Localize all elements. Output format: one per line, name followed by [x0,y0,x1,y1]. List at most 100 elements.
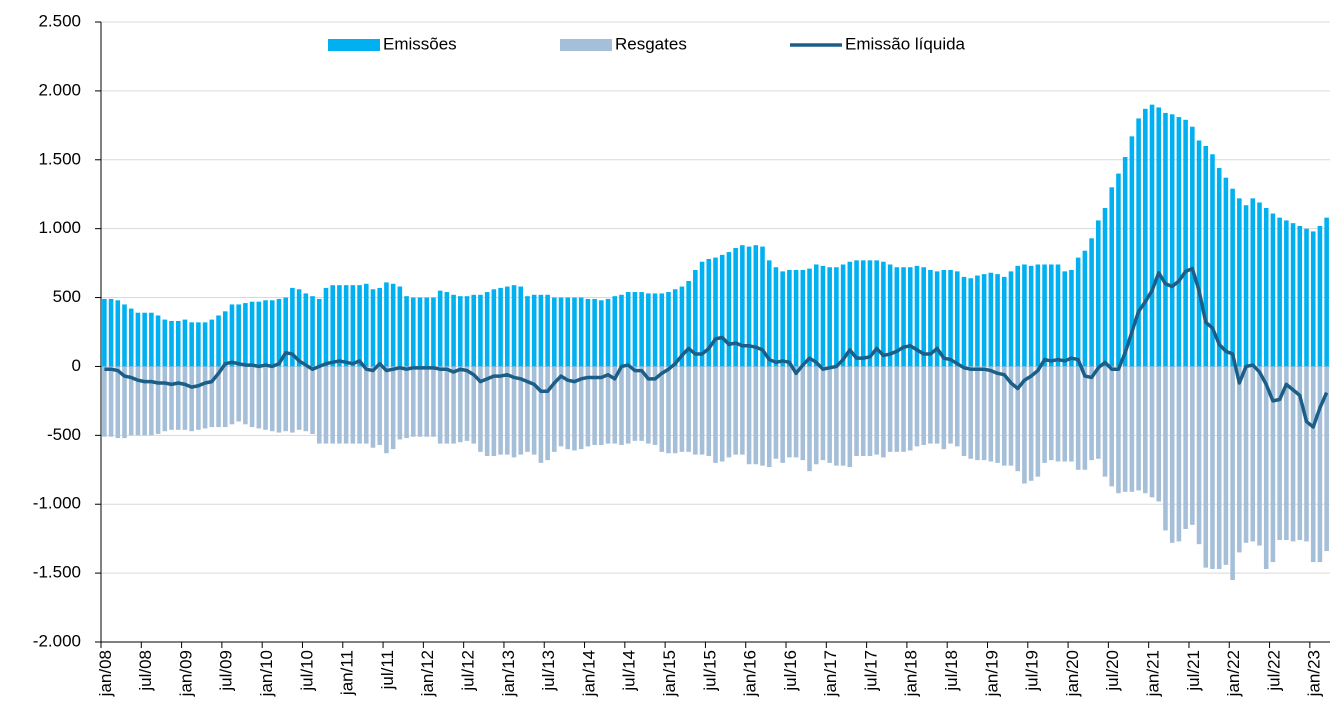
bar [1075,257,1081,367]
y-tick-label: 500 [53,287,81,306]
bar [1277,366,1282,541]
bar [451,294,456,367]
bar [357,285,362,367]
bar [1055,366,1061,462]
bar [458,296,463,367]
bar [1310,366,1316,563]
bar [867,260,873,367]
bar [719,366,725,462]
bar [296,289,302,367]
bar [558,366,564,447]
bar [437,366,443,444]
bar [834,366,839,466]
y-tick-label: -500 [47,425,81,444]
bar [363,283,369,367]
x-tick-label: jul/13 [539,650,558,692]
bar [417,366,423,437]
bar [766,260,772,367]
bar [1082,250,1088,367]
bar [1122,366,1128,492]
legend-label: Resgates [615,34,687,53]
bar [746,246,752,367]
bar [1149,104,1155,367]
bar [954,366,960,447]
bar [424,297,430,367]
bar [1250,366,1256,542]
x-tick-label: jul/15 [700,650,719,692]
bar [1069,366,1074,462]
x-tick-label: jul/18 [942,650,961,692]
bar [1284,220,1289,367]
bar [390,366,396,450]
bar [1216,366,1222,569]
x-tick-label: jul/10 [297,650,316,692]
bar [1324,366,1329,552]
bar [505,286,510,367]
bar [565,366,571,450]
x-tick-label: jul/11 [378,650,397,690]
bar [323,287,329,367]
bar [941,270,947,367]
bar [907,267,913,367]
x-tick-label: jan/17 [821,650,840,697]
bar [337,366,342,444]
bar [384,282,389,367]
y-tick-label: 2.000 [38,80,81,99]
bar [632,366,638,441]
bar [404,296,409,367]
bar [1196,140,1202,367]
bar [928,366,933,444]
bar [102,298,107,367]
y-tick-label: -1.000 [33,494,81,513]
x-tick-label: jan/23 [1305,650,1324,697]
bar [995,366,1000,463]
bar [1230,366,1235,580]
bar [1035,264,1041,367]
bar [350,285,356,367]
bar [894,366,900,452]
bar [1210,366,1215,569]
bar [1015,265,1020,367]
bar [411,366,416,437]
bar [102,366,107,437]
bar [807,366,812,472]
bar [954,271,960,367]
bar [1176,366,1182,542]
x-tick-label: jul/12 [458,650,477,692]
bar [619,294,624,367]
bar [726,252,732,367]
bar [397,366,403,440]
bar [202,366,208,429]
x-tick-label: jul/22 [1264,650,1283,692]
bar [740,366,745,455]
bar [263,300,268,367]
bar [646,366,651,444]
bar [1096,366,1101,459]
bar [269,300,275,367]
bar [236,304,241,367]
bar [256,366,262,429]
bar [639,366,644,441]
bar [1176,117,1182,367]
bar [565,297,571,367]
bar [108,366,114,437]
bar [511,366,517,458]
bar [135,312,141,367]
bar [1156,107,1162,367]
bar [431,366,436,437]
bar [1230,188,1235,367]
bar [552,366,557,452]
bar [592,366,597,445]
bar [921,366,926,445]
bar [1310,231,1316,367]
bar [1169,366,1175,543]
bar [1163,366,1168,531]
bar [968,278,973,367]
bar [1304,228,1309,367]
bar [531,366,537,455]
bar [793,270,799,367]
bar [330,285,335,367]
bar [1143,108,1148,367]
bar [699,366,705,455]
bar [283,297,288,367]
